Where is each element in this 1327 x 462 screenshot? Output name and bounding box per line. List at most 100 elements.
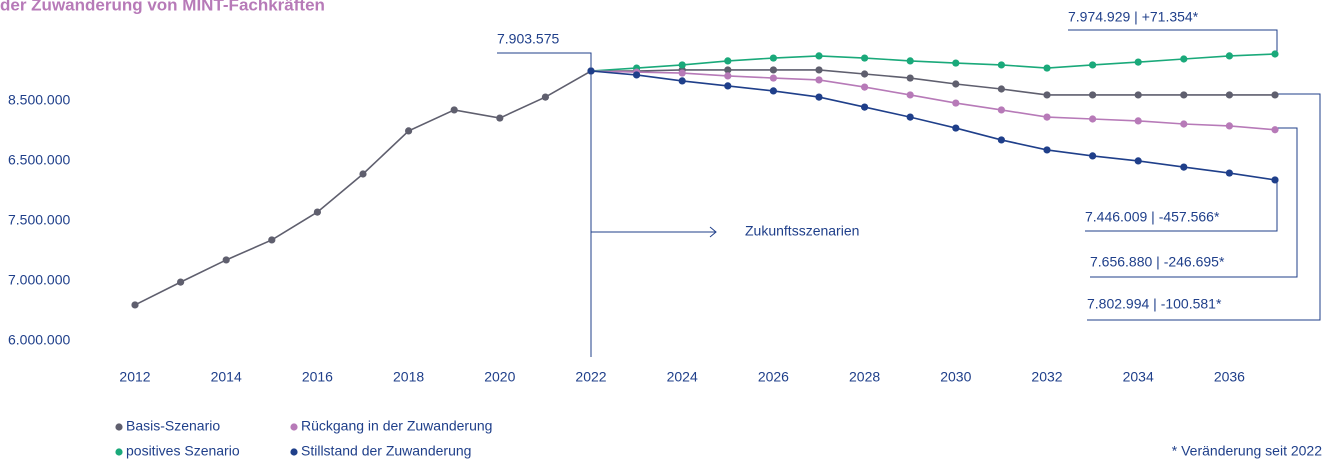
data-point [1180,163,1188,171]
data-point [815,76,823,84]
data-point [906,113,914,121]
data-point [1271,50,1279,58]
annotation: 7.903.575 [497,31,559,47]
data-point [724,66,732,74]
legend-marker [290,423,298,431]
data-point [1180,91,1188,99]
data-point [952,80,960,88]
data-point [405,127,413,135]
x-tick-label: 2014 [211,369,242,385]
annotation: 7.974.929 | +71.354* [1068,9,1199,25]
data-point [997,61,1006,69]
annotation: * Veränderung seit 2022 [1172,443,1322,459]
y-tick-label: 7.000.000 [8,272,70,288]
data-point [997,136,1006,144]
x-tick-label: 2036 [1214,369,1245,385]
data-point [952,99,960,107]
x-tick-label: 2020 [484,369,515,385]
data-point [906,74,914,82]
data-point [1043,146,1051,154]
annotation: Zukunftsszenarien [745,223,859,239]
data-point [1089,91,1097,99]
data-point [769,66,778,74]
data-point [906,91,914,99]
data-point [678,69,686,77]
data-point [313,208,321,216]
data-point [359,170,367,178]
y-tick-label: 7.500.000 [8,212,70,228]
series-line [134,69,1276,306]
x-tick-label: 2022 [575,369,606,385]
data-point [861,103,869,111]
data-point [450,106,458,114]
x-tick-label: 2026 [758,369,789,385]
data-point [541,93,550,101]
legend-marker [115,448,123,456]
data-point [1225,52,1233,60]
data-point [1180,120,1188,128]
legend-label: Basis-Szenario [126,418,220,434]
x-tick-label: 2024 [667,369,698,385]
data-point [861,83,869,91]
legend-label: Stillstand der Zuwanderung [301,443,471,459]
data-point [1089,152,1097,160]
legend-label: positives Szenario [126,443,240,459]
data-point [1134,58,1142,66]
data-point [1089,115,1097,123]
data-point [815,66,823,74]
data-point [952,124,960,132]
data-point [815,52,823,60]
data-point [1271,91,1279,99]
annotation-line [1068,29,1278,53]
data-point [815,93,823,101]
data-point [1043,113,1051,121]
x-tick-label: 2034 [1123,369,1154,385]
chart-title: der Zuwanderung von MINT-Fachkräften [0,0,325,14]
data-point [1180,55,1188,63]
data-point [1134,157,1142,165]
data-point [997,106,1006,114]
data-point [724,57,732,65]
data-point [496,114,504,122]
x-tick-label: 2030 [940,369,971,385]
data-point [724,82,732,90]
data-point [724,72,732,80]
arrow-head [709,226,717,238]
data-point [906,57,914,65]
data-point [633,71,641,79]
annotation-line [1087,93,1321,321]
data-point [177,278,185,286]
y-tick-label: 6.500.000 [8,152,70,168]
data-point [1134,91,1142,99]
data-point [678,77,686,85]
x-tick-label: 2032 [1031,369,1062,385]
data-point [1134,117,1142,125]
data-point [1225,122,1233,130]
data-point [952,59,960,67]
data-point [1225,91,1233,99]
data-point [861,54,869,62]
data-point [997,85,1006,93]
annotation: 7.446.009 | -457.566* [1085,209,1220,225]
y-tick-label: 6.000.000 [8,332,70,348]
series-line [590,70,1276,181]
data-point [587,67,595,75]
annotation: 7.656.880 | -246.695* [1090,254,1225,270]
legend-marker [115,423,123,431]
data-point [1225,169,1233,177]
data-point [769,54,778,62]
x-tick-label: 2028 [849,369,880,385]
data-point [769,87,778,95]
x-tick-label: 2012 [119,369,150,385]
data-point [131,301,139,309]
series-line [590,70,1276,131]
data-point [1271,176,1279,184]
y-tick-label: 8.500.000 [8,92,70,108]
annotation-line [1090,127,1298,278]
legend-marker [290,448,298,456]
x-tick-label: 2018 [393,369,424,385]
data-point [1089,61,1097,69]
data-point [769,74,778,82]
annotation-line [497,52,592,71]
